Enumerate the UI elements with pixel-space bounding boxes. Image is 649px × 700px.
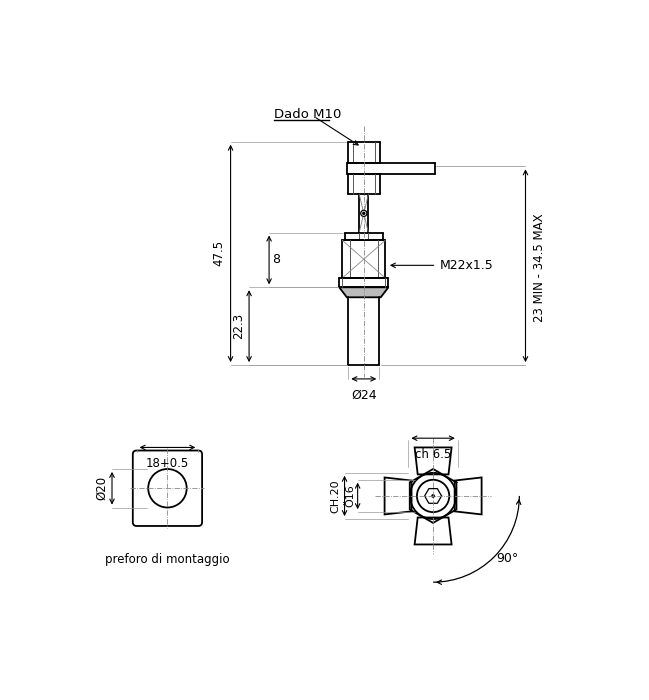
Text: 8: 8 — [272, 253, 280, 267]
Circle shape — [361, 210, 367, 216]
Text: 47.5: 47.5 — [212, 240, 225, 267]
Text: Ø24: Ø24 — [351, 389, 376, 402]
Circle shape — [363, 212, 365, 214]
Text: 18+0.5: 18+0.5 — [146, 458, 189, 470]
FancyBboxPatch shape — [133, 451, 202, 526]
Text: CH.20: CH.20 — [331, 479, 341, 513]
Text: ch 6.5: ch 6.5 — [415, 448, 451, 461]
Text: 22.3: 22.3 — [232, 313, 245, 340]
Text: Dado M10: Dado M10 — [274, 108, 341, 121]
Text: preforo di montaggio: preforo di montaggio — [105, 554, 230, 566]
Circle shape — [432, 495, 434, 497]
Text: Ö16: Ö16 — [345, 484, 356, 508]
Polygon shape — [339, 287, 389, 298]
Text: 90°: 90° — [496, 552, 519, 564]
Text: M22x1.5: M22x1.5 — [391, 259, 493, 272]
Text: Ø20: Ø20 — [95, 476, 108, 500]
Text: 23 MIN - 34.5 MAX: 23 MIN - 34.5 MAX — [533, 213, 546, 321]
